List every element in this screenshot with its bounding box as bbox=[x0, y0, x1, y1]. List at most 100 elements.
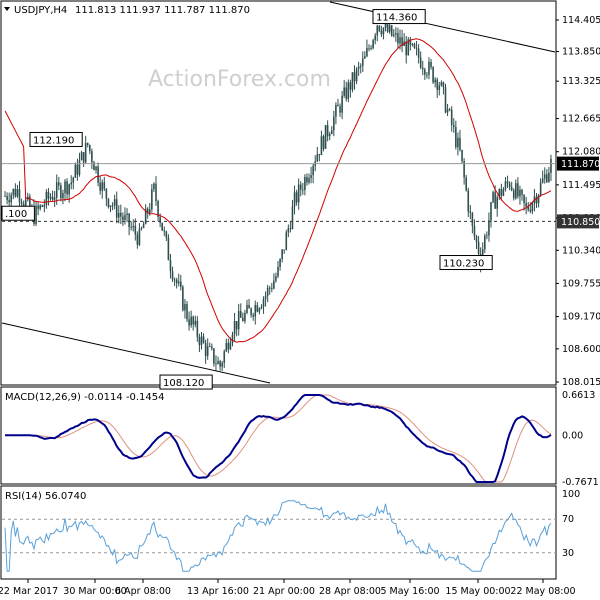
candle-body bbox=[465, 177, 467, 191]
candle-body bbox=[95, 166, 97, 171]
candle-body bbox=[452, 124, 455, 127]
candle-body bbox=[523, 194, 525, 204]
candle-body bbox=[411, 43, 414, 45]
candle-body bbox=[399, 37, 401, 44]
candle-body bbox=[372, 40, 374, 49]
candle-body bbox=[93, 162, 95, 171]
candle-body bbox=[475, 236, 478, 242]
current-price-tag: 111.870 bbox=[561, 159, 600, 170]
candle-body bbox=[24, 199, 27, 206]
candle-body bbox=[58, 182, 60, 186]
candle-body bbox=[200, 336, 203, 345]
candle-body bbox=[173, 279, 176, 281]
candle-body bbox=[326, 125, 329, 137]
candle-body bbox=[239, 311, 242, 318]
candle-body bbox=[440, 82, 443, 86]
candle-body bbox=[130, 226, 132, 228]
candle-body bbox=[345, 87, 348, 99]
candle-body bbox=[457, 137, 459, 148]
candle-body bbox=[515, 183, 517, 199]
svg-text:108.120: 108.120 bbox=[163, 378, 204, 389]
candle-body bbox=[388, 25, 391, 32]
candle-body bbox=[421, 67, 424, 70]
candle-body bbox=[459, 137, 461, 150]
candle-body bbox=[16, 189, 19, 197]
price-y-tick: 113.850 bbox=[562, 46, 600, 57]
candle-body bbox=[281, 249, 283, 260]
price-annotation: 110.230 bbox=[439, 255, 493, 271]
candle-body bbox=[144, 208, 147, 225]
candle-body bbox=[467, 190, 470, 212]
price-y-tick: 112.665 bbox=[562, 114, 600, 125]
candle-body bbox=[20, 202, 23, 205]
candle-body bbox=[405, 41, 408, 56]
candle-body bbox=[461, 149, 463, 162]
candle-body bbox=[120, 212, 122, 217]
candle-body bbox=[510, 187, 513, 191]
candle-body bbox=[299, 184, 302, 190]
candle-body bbox=[22, 204, 25, 206]
candle-body bbox=[455, 126, 457, 148]
candle-body bbox=[192, 316, 195, 325]
candle-body bbox=[409, 39, 412, 45]
candle-body bbox=[213, 348, 215, 364]
candle-body bbox=[500, 189, 503, 196]
candle-body bbox=[8, 200, 10, 203]
rsi-layer bbox=[2, 500, 556, 572]
candle-body bbox=[364, 56, 366, 59]
candle-body bbox=[401, 37, 403, 46]
price-annotation: 112.190 bbox=[29, 131, 83, 147]
candle-body bbox=[463, 161, 465, 178]
candle-body bbox=[18, 189, 21, 203]
candle-body bbox=[219, 361, 221, 367]
candle-body bbox=[235, 321, 238, 330]
candle-body bbox=[211, 346, 213, 349]
candle-body bbox=[14, 189, 17, 197]
candle-body bbox=[242, 317, 244, 322]
rsi-title: RSI(14) 56.0740 bbox=[5, 491, 86, 502]
candle-body bbox=[74, 164, 77, 178]
candle-body bbox=[101, 182, 104, 191]
x-tick-label: 22 Mar 2017 bbox=[0, 586, 58, 597]
candle-body bbox=[190, 316, 192, 326]
candle-body bbox=[541, 178, 544, 183]
candle-body bbox=[55, 182, 58, 198]
macd-y-tick: 0.00 bbox=[562, 430, 583, 441]
macd-signal-line bbox=[5, 394, 552, 483]
price-annotation: 114.360 bbox=[372, 9, 426, 25]
candle-body bbox=[279, 259, 281, 267]
candle-body bbox=[450, 109, 453, 125]
candle-body bbox=[339, 106, 341, 113]
candle-body bbox=[527, 206, 530, 210]
candle-body bbox=[248, 304, 250, 309]
candle-body bbox=[434, 79, 436, 83]
candle-body bbox=[446, 109, 449, 113]
candle-body bbox=[376, 25, 379, 36]
candle-body bbox=[304, 177, 306, 190]
price-y-tick: 109.170 bbox=[562, 312, 600, 323]
candle-body bbox=[537, 195, 540, 204]
rsi-y-tick: 30 bbox=[562, 548, 574, 559]
price-layer: 112.190 114.360 110.230 108.120 .100 bbox=[1, 1, 556, 390]
candle-body bbox=[502, 189, 505, 196]
candle-body bbox=[302, 189, 304, 191]
collapse-arrow-icon[interactable] bbox=[4, 7, 10, 11]
candle-body bbox=[488, 220, 490, 236]
candle-body bbox=[471, 213, 474, 227]
macd-title: MACD(12,26,9) -0.0114 -0.1454 bbox=[5, 392, 165, 403]
candle-body bbox=[258, 308, 261, 312]
candle-body bbox=[407, 39, 410, 56]
candle-body bbox=[41, 205, 44, 207]
candle-body bbox=[341, 95, 343, 113]
candle-body bbox=[128, 213, 130, 227]
lower-trendline bbox=[1, 322, 271, 384]
price-y-tick: 110.340 bbox=[562, 245, 600, 256]
macd-y-tick: 0.6613 bbox=[562, 390, 595, 401]
candle-body bbox=[221, 363, 223, 367]
candle-body bbox=[277, 266, 279, 277]
candle-body bbox=[550, 158, 552, 173]
svg-text:114.360: 114.360 bbox=[376, 13, 417, 24]
rsi-y-tick: 70 bbox=[562, 514, 574, 525]
candle-body bbox=[366, 48, 368, 57]
